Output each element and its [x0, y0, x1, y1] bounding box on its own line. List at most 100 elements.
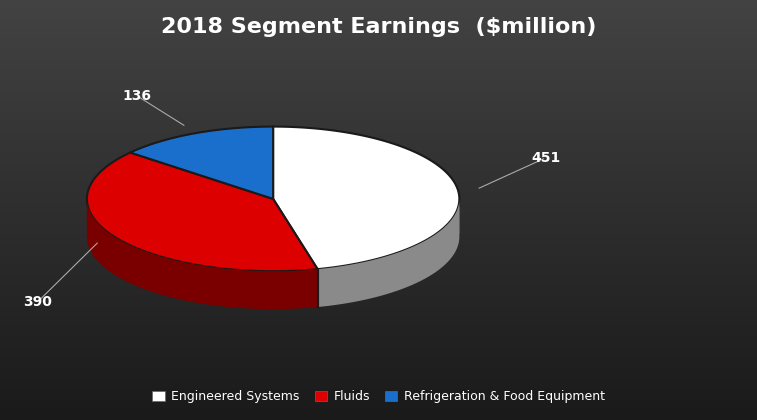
- Bar: [0, 10, 757, 11]
- Bar: [0, 168, 757, 169]
- Bar: [0, 221, 757, 223]
- Bar: [0, 197, 757, 199]
- Bar: [0, 158, 757, 160]
- Bar: [0, 335, 757, 336]
- Bar: [0, 290, 757, 291]
- Bar: [0, 169, 757, 171]
- Bar: [0, 155, 757, 157]
- Bar: [0, 39, 757, 41]
- Bar: [0, 94, 757, 95]
- Bar: [0, 214, 757, 215]
- Bar: [0, 133, 757, 134]
- Bar: [0, 91, 757, 92]
- Bar: [0, 150, 757, 151]
- Bar: [0, 84, 757, 85]
- Polygon shape: [273, 126, 459, 236]
- Bar: [0, 274, 757, 276]
- Bar: [0, 77, 757, 79]
- Bar: [0, 79, 757, 80]
- Bar: [0, 276, 757, 277]
- Bar: [0, 256, 757, 257]
- Bar: [0, 248, 757, 249]
- Bar: [0, 17, 757, 18]
- Bar: [0, 11, 757, 13]
- Bar: [0, 121, 757, 122]
- Bar: [0, 122, 757, 123]
- Bar: [0, 127, 757, 129]
- Bar: [0, 31, 757, 32]
- Bar: [0, 106, 757, 108]
- Bar: [0, 112, 757, 113]
- Bar: [0, 227, 757, 228]
- Bar: [0, 286, 757, 287]
- Bar: [0, 209, 757, 210]
- Bar: [0, 281, 757, 283]
- Polygon shape: [130, 126, 273, 199]
- Bar: [0, 364, 757, 365]
- Bar: [0, 235, 757, 236]
- Polygon shape: [87, 200, 318, 309]
- Bar: [0, 179, 757, 181]
- Bar: [0, 294, 757, 295]
- Bar: [0, 375, 757, 377]
- Bar: [0, 234, 757, 235]
- Bar: [0, 151, 757, 152]
- Bar: [0, 413, 757, 415]
- Bar: [0, 298, 757, 299]
- Bar: [0, 399, 757, 400]
- Bar: [0, 312, 757, 314]
- Bar: [0, 277, 757, 278]
- Bar: [0, 185, 757, 186]
- Bar: [0, 365, 757, 367]
- Bar: [0, 389, 757, 391]
- Bar: [0, 160, 757, 161]
- Bar: [0, 102, 757, 104]
- Bar: [0, 46, 757, 47]
- Bar: [0, 325, 757, 326]
- Bar: [0, 192, 757, 193]
- Bar: [0, 336, 757, 337]
- Bar: [0, 119, 757, 121]
- Bar: [0, 315, 757, 316]
- Bar: [0, 403, 757, 404]
- Bar: [0, 3, 757, 4]
- Bar: [0, 199, 757, 200]
- Bar: [0, 113, 757, 115]
- Bar: [0, 247, 757, 248]
- Bar: [0, 167, 757, 168]
- Bar: [0, 171, 757, 172]
- Bar: [0, 268, 757, 269]
- Bar: [0, 125, 757, 126]
- Bar: [0, 344, 757, 346]
- Bar: [0, 352, 757, 353]
- Bar: [0, 314, 757, 315]
- Bar: [0, 253, 757, 255]
- Bar: [0, 37, 757, 38]
- Bar: [0, 310, 757, 311]
- Bar: [0, 278, 757, 280]
- Bar: [0, 88, 757, 89]
- Bar: [0, 97, 757, 98]
- Bar: [0, 211, 757, 213]
- Bar: [0, 140, 757, 142]
- Bar: [0, 134, 757, 136]
- Bar: [0, 382, 757, 383]
- Bar: [0, 272, 757, 273]
- Bar: [0, 20, 757, 21]
- Bar: [0, 8, 757, 10]
- Bar: [0, 262, 757, 263]
- Bar: [0, 228, 757, 230]
- Bar: [0, 231, 757, 232]
- Bar: [0, 242, 757, 244]
- Bar: [0, 163, 757, 164]
- Bar: [0, 144, 757, 146]
- Bar: [0, 34, 757, 35]
- Bar: [0, 52, 757, 53]
- Bar: [0, 42, 757, 43]
- Bar: [0, 354, 757, 356]
- Bar: [0, 331, 757, 332]
- Bar: [0, 200, 757, 202]
- Bar: [0, 202, 757, 203]
- Bar: [0, 287, 757, 289]
- Bar: [0, 92, 757, 94]
